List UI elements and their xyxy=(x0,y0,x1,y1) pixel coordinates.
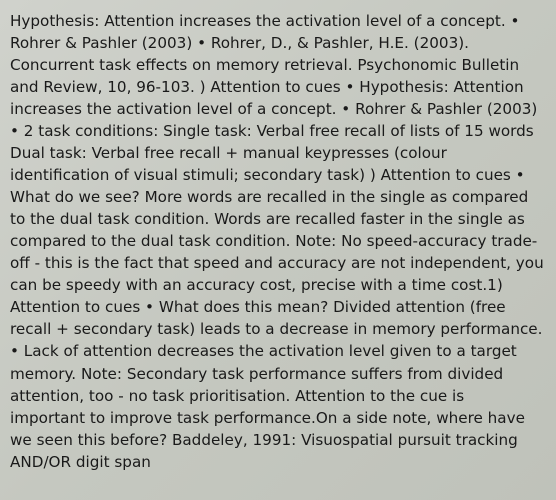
document-body-text: Hypothesis: Attention increases the acti… xyxy=(10,10,544,473)
